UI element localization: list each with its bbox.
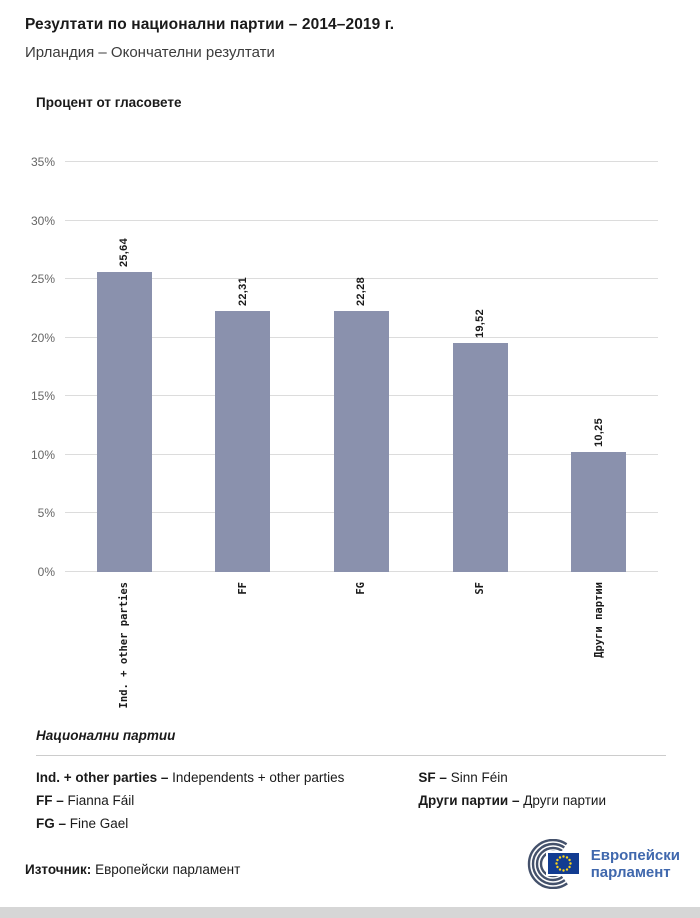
legend-item-name: Fianna Fáil xyxy=(63,793,135,808)
ep-logo-line1: Европейски xyxy=(590,846,680,864)
y-tick-label: 10% xyxy=(30,447,55,462)
bar xyxy=(333,311,389,572)
bar-value-label: 25,64 xyxy=(118,237,131,267)
bar-value-label: 10,25 xyxy=(592,417,605,447)
horizontal-scrollbar[interactable] xyxy=(0,907,700,918)
y-axis-title: Процент от гласовете xyxy=(36,95,182,110)
category-label: SF xyxy=(474,582,487,595)
y-tick-label: 5% xyxy=(37,506,55,521)
y-tick-label: 35% xyxy=(30,155,55,169)
legend-item-name: Други партии xyxy=(519,793,607,808)
category-label: FG xyxy=(355,582,368,595)
bar-slot: 25,64 xyxy=(65,162,184,572)
legend-item: Други партии – Други партии xyxy=(418,789,666,812)
legend-item-name: Independents + other parties xyxy=(168,770,345,785)
bar-value-label: 22,28 xyxy=(355,276,368,307)
ep-logo: Европейски парламент xyxy=(522,839,680,889)
legend-item: FG – Fine Gael xyxy=(36,812,404,835)
category-slot: Други партии xyxy=(539,572,658,722)
gridline xyxy=(65,219,658,221)
bar-slot: 22,31 xyxy=(184,162,303,572)
chart-header: Резултати по национални партии – 2014–20… xyxy=(0,0,700,61)
bar-value-label: 22,31 xyxy=(236,276,249,306)
category-label: FF xyxy=(236,582,249,595)
category-label: Други партии xyxy=(592,582,605,658)
eu-flag-stars xyxy=(555,855,572,872)
gridline xyxy=(65,161,658,162)
y-tick-label: 30% xyxy=(30,213,55,228)
category-axis: Ind. + other parties FF FG SF Други партии xyxy=(65,572,658,722)
page-subtitle: Ирландия – Окончателни резултати xyxy=(25,44,275,61)
category-slot: Ind. + other parties xyxy=(65,572,184,722)
legend-item-abbr: SF – xyxy=(418,770,447,785)
bar-slot: 22,28 xyxy=(302,162,421,572)
legend-item-abbr: FG – xyxy=(36,816,67,831)
legend-grid: Ind. + other parties – Independents + ot… xyxy=(36,766,666,835)
y-tick-label: 0% xyxy=(37,565,55,579)
page-title: Резултати по национални партии – 2014–20… xyxy=(25,16,395,33)
y-tick-label: 15% xyxy=(30,389,55,404)
category-slot: FG xyxy=(302,572,421,722)
footer: Източник: Европейски парламент xyxy=(0,839,700,889)
bar-slot: 19,52 xyxy=(421,162,540,572)
legend-section: Национални партии Ind. + other parties –… xyxy=(36,728,666,835)
bar xyxy=(96,271,152,572)
legend-item: Ind. + other parties – Independents + ot… xyxy=(36,766,404,789)
plot-area: 0% 5% 10% 15% 20% 25% 30% 35% 25,64 22,31 22,28 19… xyxy=(31,155,658,579)
bar xyxy=(571,451,627,572)
legend-heading: Национални партии xyxy=(36,728,176,743)
source-note: Източник: Европейски парламент xyxy=(25,862,240,877)
legend-item-name: Fine Gael xyxy=(66,816,129,831)
legend-item: SF – Sinn Féin xyxy=(418,766,666,789)
y-tick-label: 20% xyxy=(30,330,55,345)
source-value: Европейски парламент xyxy=(95,862,241,877)
ep-logo-text: Европейски парламент xyxy=(591,847,680,882)
legend-item: FF – Fianna Fáil xyxy=(36,789,404,812)
bar-slot: 10,25 xyxy=(539,162,658,572)
category-slot: SF xyxy=(421,572,540,722)
source-label: Източник: xyxy=(25,862,92,877)
gridline xyxy=(65,278,658,280)
ep-hemicycle-flag-icon xyxy=(527,839,581,889)
legend-item-abbr: Ind. + other parties – xyxy=(36,770,169,785)
y-tick-label: 25% xyxy=(30,272,55,287)
ep-logo-line2: парламент xyxy=(590,864,671,881)
legend-item-name: Sinn Féin xyxy=(446,770,508,785)
bar xyxy=(215,310,271,572)
legend-item-abbr: FF – xyxy=(36,793,64,808)
category-slot: FF xyxy=(184,572,303,722)
category-label: Ind. + other parties xyxy=(118,582,131,709)
bar xyxy=(452,343,508,572)
bars-layer: 25,64 22,31 22,28 19,52 10,25 xyxy=(65,162,658,572)
bar-value-label: 19,52 xyxy=(474,309,487,339)
legend-divider xyxy=(36,755,666,756)
legend-item-abbr: Други партии – xyxy=(418,793,520,808)
